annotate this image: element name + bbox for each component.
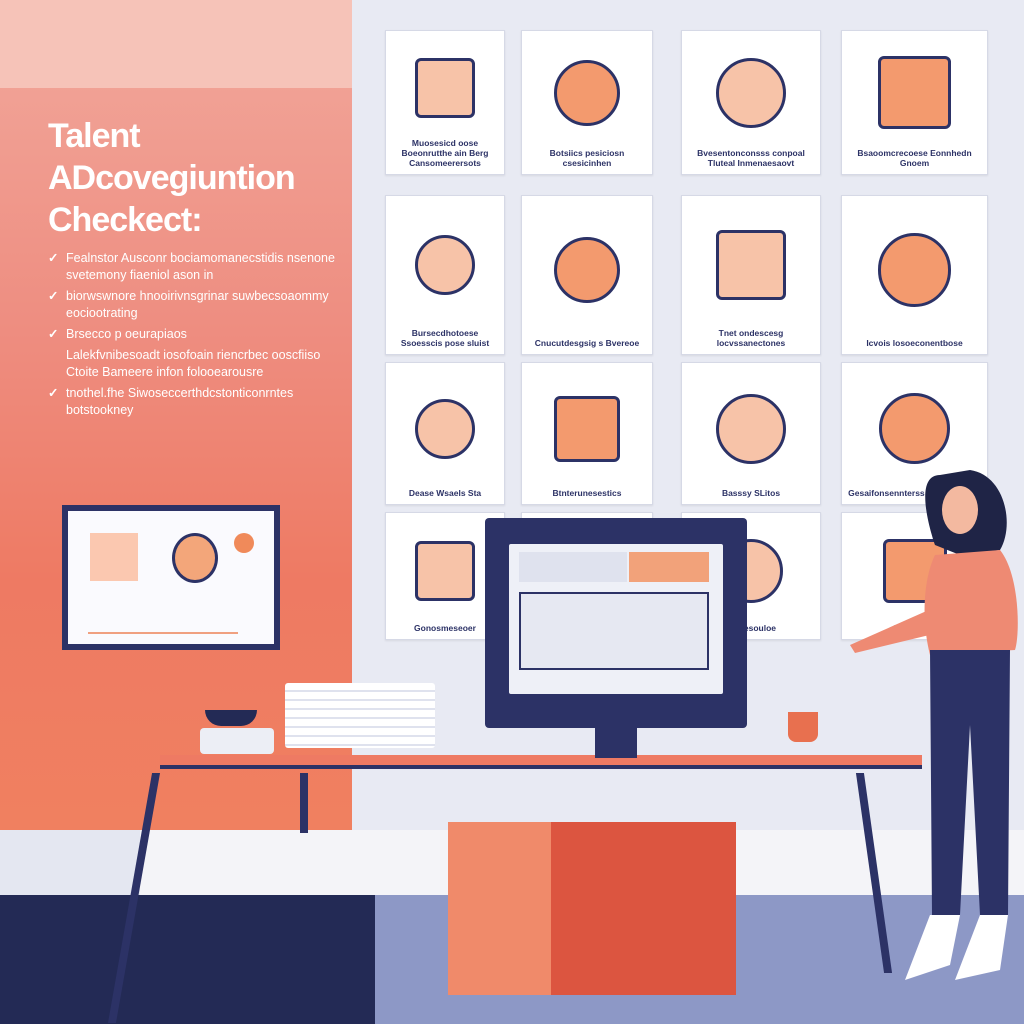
poster-top-band: [0, 0, 352, 88]
clock-icon: [528, 202, 646, 338]
screen-panel: [519, 552, 627, 582]
clipboard-icon: [848, 369, 981, 488]
card: Bsaoomcrecoese Eonnhedn Gnoem: [841, 30, 988, 175]
screen-block: [90, 533, 138, 581]
check-icon: ✓: [48, 327, 59, 341]
card: Icvois losoeconentbose: [841, 195, 988, 355]
card-caption: Cnucutdesgsig s Bvereoe: [534, 338, 640, 348]
cards-icon: [392, 519, 498, 623]
checklist-text: tnothel.fhe Siwoseccerthdcstonticonrntes…: [66, 386, 294, 417]
lotus-icon: [848, 202, 981, 338]
gear-circle-icon: [848, 37, 981, 148]
face: [942, 486, 978, 534]
bowl: [205, 710, 257, 726]
card: Bursecdhotoese Ssoesscis pose sluist: [385, 195, 505, 355]
card-caption: Basssy SLitos: [721, 488, 781, 498]
arm: [850, 605, 950, 653]
checklist-text: Lalekfvnibesoadt iosofoain riencrbec oos…: [66, 348, 321, 379]
brain-cloud-icon: [688, 202, 814, 328]
woman-figure: [850, 470, 1018, 980]
checklist-item: Lalekfvnibesoadt iosofoain riencrbec oos…: [48, 347, 338, 381]
trousers: [930, 650, 1010, 915]
checklist-text: Fealnstor Ausconr bociamomanecstidis nse…: [66, 251, 335, 282]
checklist-text: Brsecco p oeurapiaos: [66, 327, 187, 341]
monitor-display: [509, 544, 723, 694]
poster-title: Talent ADcovegiuntion Checkect:: [48, 115, 296, 241]
monitor-stand: [595, 728, 637, 758]
card-caption: Botsiics pesiciosn csesicinhen: [549, 148, 625, 168]
checklist-item: ✓ Fealnstor Ausconr bociamomanecstidis ns…: [48, 250, 338, 284]
card-caption: Muosesicd oose Boeonrutthe ain Berg Cans…: [401, 138, 489, 168]
card-caption: Bsaoomcrecoese Eonnhedn Gnoem: [857, 148, 972, 168]
screen-window: [519, 592, 709, 670]
desktop-monitor: [485, 518, 747, 728]
card-caption: Tnet ondescesg locvssanectones: [716, 328, 786, 348]
title-line: ADcovegiuntion: [48, 159, 296, 197]
checklist-item: ✓ Brsecco p oeurapiaos: [48, 326, 338, 343]
shirt: [924, 550, 1018, 655]
checklist-item: ✓ tnothel.fhe Siwoseccerthdcstonticonrnte…: [48, 385, 338, 419]
orange-box: [448, 822, 551, 995]
card: Tnet ondescesg locvssanectones: [681, 195, 821, 355]
briefcase-person-icon: [528, 37, 646, 148]
card-caption: Gonosmeseoer: [414, 623, 476, 633]
card: Botsiics pesiciosn csesicinhen: [521, 30, 653, 175]
shoes: [905, 915, 1008, 980]
poster-panel: [0, 0, 352, 830]
card: Basssy SLitos: [681, 362, 821, 505]
card-caption: Btnterunesestics: [552, 488, 622, 498]
tray: [200, 728, 274, 754]
check-icon: ✓: [48, 251, 59, 265]
screen-panel: [629, 552, 709, 582]
dot-icon: [234, 533, 254, 553]
mug: [788, 712, 818, 742]
checklist: ✓ Fealnstor Ausconr bociamomanecstidis ns…: [48, 250, 338, 423]
chart-board-icon: [392, 202, 498, 328]
check-icon: ✓: [48, 386, 59, 400]
card-caption: Bvesentonconsss conpoal Tluteal Inmenaes…: [697, 148, 805, 168]
paper-stack: [285, 683, 435, 748]
card-caption: Uiveesouloe: [725, 623, 777, 633]
chart-circle-icon: [172, 533, 218, 583]
card: Bvesentonconsss conpoal Tluteal Inmenaes…: [681, 30, 821, 175]
title-line: Talent: [48, 117, 141, 155]
printer-icon: [688, 369, 814, 488]
card: Btnterunesestics: [521, 362, 653, 505]
dark-foreground: [0, 895, 375, 1024]
checklist-item: ✓ biorwswnore hnooirivnsgrinar suwbecsoao…: [48, 288, 338, 322]
checklist-text: biorwswnore hnooirivnsgrinar suwbecsoaom…: [66, 289, 329, 320]
desk: [160, 755, 922, 769]
card: Muosesicd oose Boeonrutthe ain Berg Cans…: [385, 30, 505, 175]
laptop-display: [68, 511, 274, 644]
title-line: Checkect:: [48, 201, 203, 239]
laptop-user-icon: [528, 369, 646, 488]
line-chart: [88, 616, 238, 634]
card: Cnucutdesgsig s Bvereoe: [521, 195, 653, 355]
red-box: [551, 822, 736, 995]
card: Dease Wsaels Sta: [385, 362, 505, 505]
card-caption: Dease Wsaels Sta: [408, 488, 482, 498]
head-gears-icon: [392, 369, 498, 488]
document-folder-icon: [688, 37, 814, 148]
check-icon: ✓: [48, 289, 59, 303]
spacer: [48, 347, 60, 381]
hammer-tool-icon: [392, 37, 498, 138]
card-caption: Icvois losoeconentbose: [866, 338, 963, 348]
desk-leg: [300, 773, 308, 833]
card-caption: Gesaifonsennterss Cinonsonnes: [848, 488, 981, 498]
laptop-screen: [62, 505, 280, 650]
card-caption: Bursecdhotoese Ssoesscis pose sluist: [400, 328, 490, 348]
